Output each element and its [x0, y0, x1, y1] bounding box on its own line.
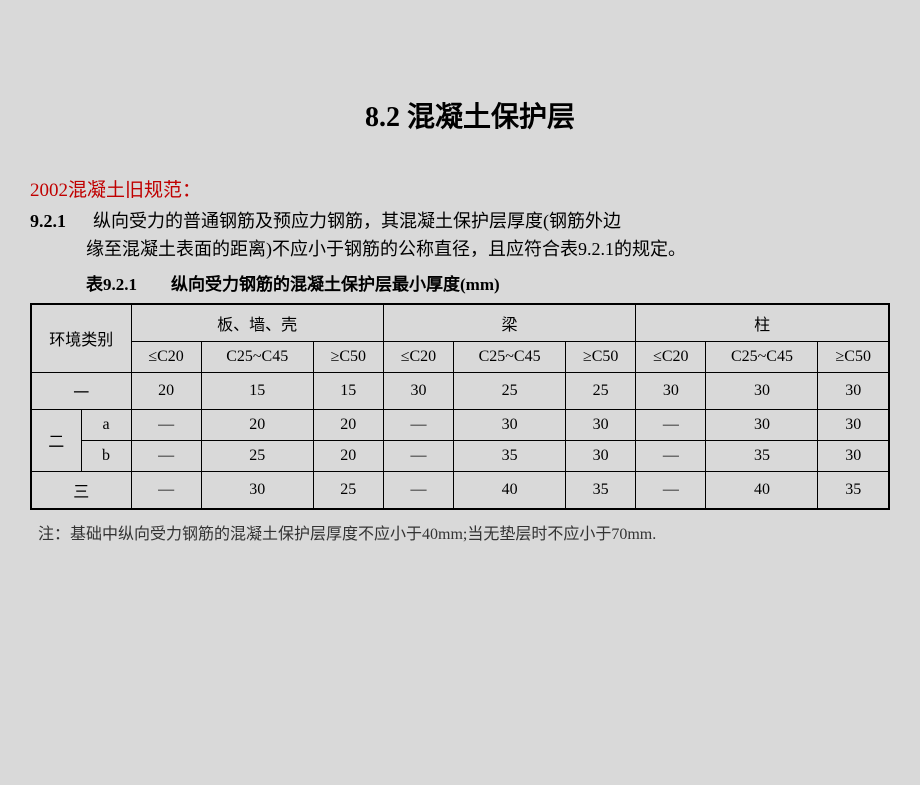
data-cell: 20: [201, 409, 313, 440]
data-cell: 40: [454, 471, 566, 509]
data-cell: 35: [818, 471, 889, 509]
th-sub: C25~C45: [201, 341, 313, 372]
content-area: 2002混凝土旧规范： 9.2.1 纵向受力的普通钢筋及预应力钢筋，其混凝土保护…: [0, 175, 920, 544]
th-sub: ≥C50: [313, 341, 383, 372]
page-title: 8.2 混凝土保护层: [0, 95, 920, 135]
data-cell: 30: [818, 372, 889, 409]
data-cell: —: [131, 409, 201, 440]
data-cell: 30: [566, 440, 636, 471]
data-cell: 20: [313, 440, 383, 471]
data-cell: 25: [566, 372, 636, 409]
data-cell: 15: [313, 372, 383, 409]
data-cell: 30: [201, 471, 313, 509]
cover-thickness-table: 环境类别 板、墙、壳 梁 柱 ≤C20 C25~C45 ≥C50 ≤C20 C2…: [30, 303, 890, 510]
th-env: 环境类别: [31, 304, 131, 373]
data-cell: 25: [201, 440, 313, 471]
data-cell: 30: [818, 440, 889, 471]
th-sub: ≥C50: [566, 341, 636, 372]
th-sub: ≥C50: [818, 341, 889, 372]
clause-line2: 缘至混凝土表面的距离)不应小于钢筋的公称直径，且应符合表9.2.1的规定。: [86, 236, 890, 264]
th-sub: C25~C45: [454, 341, 566, 372]
data-cell: 35: [706, 440, 818, 471]
data-cell: 30: [636, 372, 706, 409]
th-sub: ≤C20: [131, 341, 201, 372]
env-sub-cell: a: [81, 409, 131, 440]
clause-line1: 纵向受力的普通钢筋及预应力钢筋，其混凝土保护层厚度(钢筋外边: [93, 211, 621, 231]
data-cell: 30: [706, 372, 818, 409]
data-cell: 25: [313, 471, 383, 509]
red-note: 2002混凝土旧规范：: [30, 175, 890, 202]
data-cell: 30: [818, 409, 889, 440]
data-cell: 30: [454, 409, 566, 440]
clause-9-2-1: 9.2.1 纵向受力的普通钢筋及预应力钢筋，其混凝土保护层厚度(钢筋外边 缘至混…: [30, 208, 890, 264]
table-caption: 表9.2.1 纵向受力钢筋的混凝土保护层最小厚度(mm): [86, 270, 890, 295]
table-footnote: 注：基础中纵向受力钢筋的混凝土保护层厚度不应小于40mm;当无垫层时不应小于70…: [30, 520, 890, 544]
th-sub: C25~C45: [706, 341, 818, 372]
data-cell: —: [131, 471, 201, 509]
data-cell: —: [131, 440, 201, 471]
data-cell: —: [636, 440, 706, 471]
data-cell: 15: [201, 372, 313, 409]
data-cell: 40: [706, 471, 818, 509]
th-group2: 梁: [383, 304, 635, 342]
env-sub-cell: b: [81, 440, 131, 471]
data-cell: —: [383, 409, 453, 440]
data-cell: —: [636, 409, 706, 440]
th-group1: 板、墙、壳: [131, 304, 383, 342]
data-cell: 35: [454, 440, 566, 471]
data-cell: —: [636, 471, 706, 509]
th-sub: ≤C20: [383, 341, 453, 372]
th-group3: 柱: [636, 304, 889, 342]
data-cell: —: [383, 440, 453, 471]
data-cell: 30: [566, 409, 636, 440]
data-cell: 20: [313, 409, 383, 440]
data-cell: —: [383, 471, 453, 509]
data-cell: 25: [454, 372, 566, 409]
data-cell: 35: [566, 471, 636, 509]
th-sub: ≤C20: [636, 341, 706, 372]
env-cell: 一: [31, 372, 131, 409]
clause-spacer: [71, 211, 89, 231]
data-cell: 30: [706, 409, 818, 440]
data-cell: 30: [383, 372, 453, 409]
env-cell: 三: [31, 471, 131, 509]
data-cell: 20: [131, 372, 201, 409]
env-cell: 二: [31, 409, 81, 471]
clause-number: 9.2.1: [30, 211, 66, 231]
